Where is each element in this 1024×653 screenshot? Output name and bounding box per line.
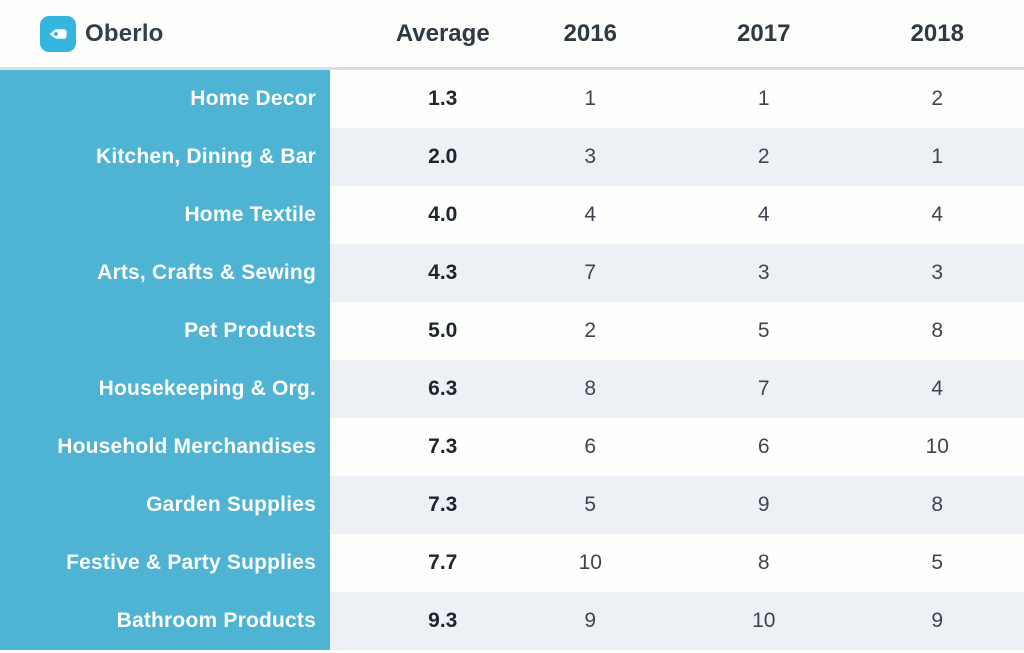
category-label: Kitchen, Dining & Bar bbox=[0, 128, 330, 186]
table-row: Home Decor 1.3 1 1 2 bbox=[0, 70, 1024, 128]
rank-2017: 8 bbox=[757, 551, 770, 574]
rank-2016: 2 bbox=[584, 319, 597, 342]
rank-2018: 4 bbox=[931, 377, 944, 400]
brand: Oberlo bbox=[0, 15, 330, 52]
average-value: 9.3 bbox=[428, 609, 458, 632]
average-value: 1.3 bbox=[428, 87, 458, 110]
rank-2018: 8 bbox=[931, 493, 944, 516]
average-value: 6.3 bbox=[428, 377, 458, 400]
rank-2016: 10 bbox=[578, 551, 602, 574]
rank-2017: 7 bbox=[757, 377, 770, 400]
rank-2018: 4 bbox=[931, 203, 944, 226]
table-header: Oberlo Average 2016 2017 2018 bbox=[0, 0, 1024, 70]
rank-2018: 5 bbox=[931, 551, 944, 574]
table-row: Garden Supplies 7.3 5 9 8 bbox=[0, 476, 1024, 534]
rank-2017: 10 bbox=[752, 609, 776, 632]
rank-2018: 10 bbox=[925, 435, 949, 458]
average-value: 7.3 bbox=[428, 493, 458, 516]
table-row: Pet Products 5.0 2 5 8 bbox=[0, 302, 1024, 360]
table-row: Festive & Party Supplies 7.7 10 8 5 bbox=[0, 534, 1024, 592]
rank-2017: 4 bbox=[757, 203, 770, 226]
oberlo-tag-icon bbox=[40, 15, 76, 52]
average-value: 4.3 bbox=[428, 261, 458, 284]
table-row: Home Textile 4.0 4 4 4 bbox=[0, 186, 1024, 244]
rank-2016: 8 bbox=[584, 377, 597, 400]
rank-2017: 1 bbox=[757, 87, 770, 110]
table-row: Housekeeping & Org. 6.3 8 7 4 bbox=[0, 360, 1024, 418]
category-label: Household Merchandises bbox=[0, 418, 330, 476]
category-label: Bathroom Products bbox=[0, 592, 330, 650]
table-row: Household Merchandises 7.3 6 6 10 bbox=[0, 418, 1024, 476]
average-value: 2.0 bbox=[428, 145, 458, 168]
average-value: 5.0 bbox=[428, 319, 458, 342]
rank-2016: 1 bbox=[584, 87, 597, 110]
category-label: Festive & Party Supplies bbox=[0, 534, 330, 592]
rank-2016: 3 bbox=[584, 145, 597, 168]
rank-2018: 2 bbox=[931, 87, 944, 110]
category-label: Arts, Crafts & Sewing bbox=[0, 244, 330, 302]
rank-2016: 6 bbox=[584, 435, 597, 458]
average-value: 4.0 bbox=[428, 203, 458, 226]
rank-2017: 3 bbox=[757, 261, 770, 284]
rank-2017: 5 bbox=[757, 319, 770, 342]
table-row: Kitchen, Dining & Bar 2.0 3 2 1 bbox=[0, 128, 1024, 186]
column-header-2016: 2016 bbox=[563, 19, 617, 47]
table-row: Bathroom Products 9.3 9 10 9 bbox=[0, 592, 1024, 650]
rank-2016: 7 bbox=[584, 261, 597, 284]
category-label: Home Textile bbox=[0, 186, 330, 244]
rank-2017: 6 bbox=[757, 435, 770, 458]
column-header-2017: 2017 bbox=[737, 19, 791, 47]
rank-2018: 3 bbox=[931, 261, 944, 284]
rank-2016: 5 bbox=[584, 493, 597, 516]
category-label: Home Decor bbox=[0, 70, 330, 128]
category-label: Pet Products bbox=[0, 302, 330, 360]
rank-2017: 9 bbox=[757, 493, 770, 516]
rank-2016: 9 bbox=[584, 609, 597, 632]
brand-name: Oberlo bbox=[85, 19, 164, 47]
rank-2016: 4 bbox=[584, 203, 597, 226]
category-label: Garden Supplies bbox=[0, 476, 330, 534]
table-row: Arts, Crafts & Sewing 4.3 7 3 3 bbox=[0, 244, 1024, 302]
rank-2017: 2 bbox=[757, 145, 770, 168]
average-value: 7.3 bbox=[428, 435, 458, 458]
column-header-2018: 2018 bbox=[910, 19, 964, 47]
rank-2018: 8 bbox=[931, 319, 944, 342]
column-header-average: Average bbox=[395, 19, 490, 47]
rank-2018: 9 bbox=[931, 609, 944, 632]
average-value: 7.7 bbox=[428, 551, 458, 574]
rankings-table-body: Home Decor 1.3 1 1 2 Kitchen, Dining & B… bbox=[0, 70, 1024, 650]
category-label: Housekeeping & Org. bbox=[0, 360, 330, 418]
rank-2018: 1 bbox=[931, 145, 944, 168]
